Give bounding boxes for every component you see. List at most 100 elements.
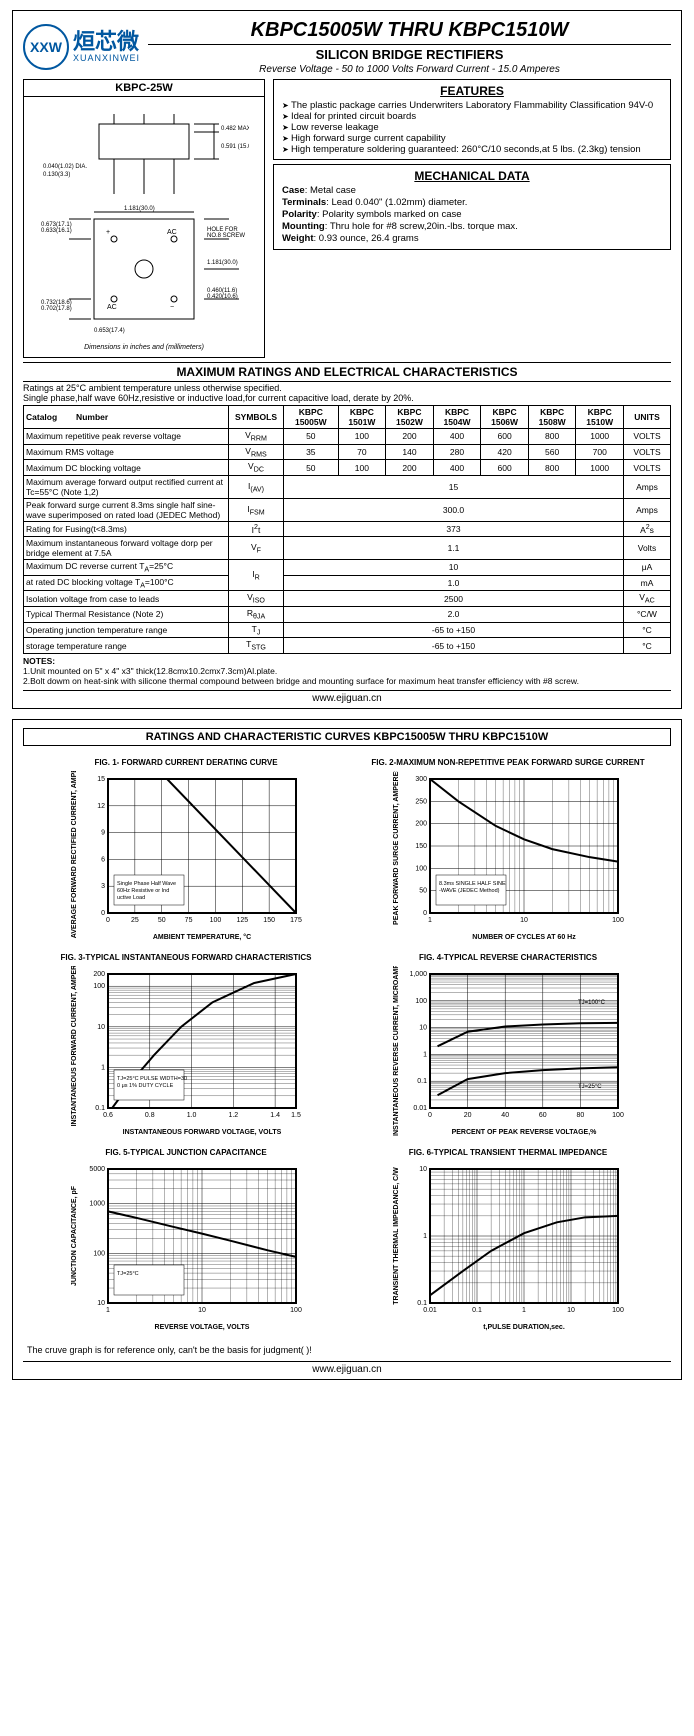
table-row: Maximum instantaneous forward voltage do… bbox=[24, 536, 671, 559]
dimension-note: Dimensions in inches and (millimeters) bbox=[84, 344, 204, 351]
svg-text:PERCENT OF PEAK REVERSE VOLTAG: PERCENT OF PEAK REVERSE VOLTAGE,% bbox=[452, 1129, 598, 1136]
svg-text:0.633(16.1): 0.633(16.1) bbox=[41, 228, 72, 234]
svg-text:0: 0 bbox=[423, 910, 427, 917]
table-header: KBPC1501W bbox=[338, 406, 386, 429]
svg-text:0: 0 bbox=[428, 1112, 432, 1119]
feature-item: Ideal for printed circuit boards bbox=[282, 111, 662, 122]
svg-text:0.01: 0.01 bbox=[413, 1105, 427, 1112]
svg-text:uctive Load: uctive Load bbox=[117, 895, 145, 901]
svg-text:0.702(17.8): 0.702(17.8) bbox=[41, 306, 72, 312]
feature-item: The plastic package carries Underwriters… bbox=[282, 100, 662, 111]
svg-text:TJ=25°C: TJ=25°C bbox=[578, 1084, 602, 1090]
svg-text:10: 10 bbox=[567, 1307, 575, 1314]
svg-text:150: 150 bbox=[263, 917, 275, 924]
subtitle: SILICON BRIDGE RECTIFIERS bbox=[148, 47, 671, 62]
notes: NOTES: 1.Unit mounted on 5" x 4" x3" thi… bbox=[23, 656, 671, 686]
svg-text:15: 15 bbox=[97, 776, 105, 783]
svg-text:TRANSIENT THERMAL IMPEDANCE, C: TRANSIENT THERMAL IMPEDANCE, C/W bbox=[393, 1167, 400, 1305]
curves-title: RATINGS AND CHARACTERISTIC CURVES KBPC15… bbox=[23, 728, 671, 746]
svg-text:25: 25 bbox=[131, 917, 139, 924]
svg-text:5000: 5000 bbox=[89, 1166, 105, 1173]
mech-line: Polarity: Polarity symbols marked on cas… bbox=[282, 209, 662, 220]
features-title: FEATURES bbox=[282, 84, 662, 98]
svg-text:200: 200 bbox=[415, 821, 427, 828]
note-item: 2.Bolt dowm on heat-sink with silicone t… bbox=[23, 676, 671, 686]
ratings-conditions: Ratings at 25°C ambient temperature unle… bbox=[23, 383, 671, 403]
svg-text:INSTANTANEOUS FORWARD VOLTAGE,: INSTANTANEOUS FORWARD VOLTAGE, VOLTS bbox=[123, 1129, 282, 1136]
svg-text:100: 100 bbox=[93, 983, 105, 990]
chart-6: FIG. 6-TYPICAL TRANSIENT THERMAL IMPEDAN… bbox=[357, 1148, 659, 1331]
svg-text:TJ=25°C: TJ=25°C bbox=[117, 1271, 139, 1277]
feature-item: Low reverse leakage bbox=[282, 122, 662, 133]
table-header: KBPC1506W bbox=[481, 406, 529, 429]
svg-text:10: 10 bbox=[419, 1025, 427, 1032]
table-row: storage temperature rangeTSTG-65 to +150… bbox=[24, 638, 671, 654]
svg-text:100: 100 bbox=[612, 1112, 624, 1119]
svg-text:10: 10 bbox=[419, 1166, 427, 1173]
svg-text:10: 10 bbox=[520, 917, 528, 924]
svg-text:TJ=100°C: TJ=100°C bbox=[578, 1000, 606, 1006]
svg-text:1: 1 bbox=[423, 1233, 427, 1240]
svg-text:100: 100 bbox=[415, 865, 427, 872]
disclaimer: The cruve graph is for reference only, c… bbox=[23, 1343, 671, 1357]
ratings-title: MAXIMUM RATINGS AND ELECTRICAL CHARACTER… bbox=[23, 362, 671, 382]
mech-line: Mounting: Thru hole for #8 screw,20in.-l… bbox=[282, 221, 662, 232]
svg-text:0.1: 0.1 bbox=[417, 1078, 427, 1085]
svg-text:0.420(10.6): 0.420(10.6) bbox=[207, 294, 238, 300]
chart-3: FIG. 3-TYPICAL INSTANTANEOUS FORWARD CHA… bbox=[35, 953, 337, 1136]
svg-text:AMBIENT TEMPERATURE, °C: AMBIENT TEMPERATURE, °C bbox=[153, 933, 251, 941]
chart-title: FIG. 4-TYPICAL REVERSE CHARACTERISTICS bbox=[357, 953, 659, 962]
tagline: Reverse Voltage - 50 to 1000 Volts Forwa… bbox=[148, 64, 671, 75]
svg-text:PEAK FORWARD SURGE CURRENT, AM: PEAK FORWARD SURGE CURRENT, AMPERES bbox=[393, 771, 400, 925]
svg-text:0.040(1.02) DIA.: 0.040(1.02) DIA. bbox=[43, 164, 87, 170]
chart-title: FIG. 1- FORWARD CURRENT DERATING CURVE bbox=[35, 758, 337, 767]
svg-text:20: 20 bbox=[464, 1112, 472, 1119]
mech-line: Terminals: Lead 0.040" (1.02mm) diameter… bbox=[282, 197, 662, 208]
chart-title: FIG. 5-TYPICAL JUNCTION CAPACITANCE bbox=[35, 1148, 337, 1157]
table-header: KBPC15005W bbox=[284, 406, 339, 429]
svg-text:100: 100 bbox=[612, 917, 624, 924]
package-label: KBPC-25W bbox=[24, 80, 264, 97]
svg-text:REVERSE VOLTAGE, VOLTS: REVERSE VOLTAGE, VOLTS bbox=[155, 1324, 250, 1331]
svg-text:6: 6 bbox=[101, 856, 105, 863]
svg-text:10: 10 bbox=[97, 1300, 105, 1307]
svg-text:150: 150 bbox=[415, 843, 427, 850]
ratings-table: Catalog NumberSYMBOLSKBPC15005WKBPC1501W… bbox=[23, 405, 671, 654]
mech-line: Case: Metal case bbox=[282, 185, 662, 196]
svg-text:NUMBER OF CYCLES AT 60 Hz: NUMBER OF CYCLES AT 60 Hz bbox=[472, 934, 576, 941]
svg-text:1,000: 1,000 bbox=[409, 971, 427, 978]
svg-text:12: 12 bbox=[97, 803, 105, 810]
svg-text:9: 9 bbox=[101, 830, 105, 837]
datasheet-page-2: RATINGS AND CHARACTERISTIC CURVES KBPC15… bbox=[12, 719, 682, 1380]
svg-text:INSTANTANEOUS REVERSE CURRENT,: INSTANTANEOUS REVERSE CURRENT, MICROAMPE… bbox=[393, 966, 400, 1136]
footer-url-2: www.ejiguan.cn bbox=[23, 1361, 671, 1375]
svg-text:1.4: 1.4 bbox=[270, 1112, 280, 1119]
chart-4: FIG. 4-TYPICAL REVERSE CHARACTERISTICS 0 2… bbox=[357, 953, 659, 1136]
company-pinyin: XUANXINWEI bbox=[73, 53, 140, 63]
mechanical-title: MECHANICAL DATA bbox=[282, 169, 662, 183]
svg-text:8.3ms SINGLE HALF SINE: 8.3ms SINGLE HALF SINE bbox=[439, 881, 506, 887]
table-header: Catalog Number bbox=[24, 406, 229, 429]
svg-text:1.2: 1.2 bbox=[228, 1112, 238, 1119]
svg-text:Single Phase Half Wave: Single Phase Half Wave bbox=[117, 881, 176, 887]
svg-text:1.5: 1.5 bbox=[291, 1112, 301, 1119]
svg-text:40: 40 bbox=[501, 1112, 509, 1119]
svg-text:100: 100 bbox=[612, 1307, 624, 1314]
chart-1: FIG. 1- FORWARD CURRENT DERATING CURVE02… bbox=[35, 758, 337, 941]
table-row: Isolation voltage from case to leadsVISO… bbox=[24, 591, 671, 607]
table-row: Peak forward surge current 8.3ms single … bbox=[24, 499, 671, 522]
svg-text:0.8: 0.8 bbox=[145, 1112, 155, 1119]
table-row: Maximum DC blocking voltageVDC5010020040… bbox=[24, 460, 671, 476]
chart-title: FIG. 3-TYPICAL INSTANTANEOUS FORWARD CHA… bbox=[35, 953, 337, 962]
svg-text:50: 50 bbox=[158, 917, 166, 924]
table-row: Maximum DC reverse current TA=25°CIR10μA bbox=[24, 559, 671, 575]
svg-text:0.01: 0.01 bbox=[423, 1307, 437, 1314]
svg-text:0 μs 1% DUTY CYCLE: 0 μs 1% DUTY CYCLE bbox=[117, 1083, 174, 1089]
svg-text:80: 80 bbox=[577, 1112, 585, 1119]
main-title: KBPC15005W THRU KBPC1510W bbox=[148, 19, 671, 45]
feature-item: High temperature soldering guaranteed: 2… bbox=[282, 144, 662, 155]
chart-title: FIG. 2-MAXIMUM NON-REPETITIVE PEAK FORWA… bbox=[357, 758, 659, 767]
note-item: 1.Unit mounted on 5" x 4" x3" thick(12.8… bbox=[23, 666, 671, 676]
svg-text:1: 1 bbox=[106, 1307, 110, 1314]
feature-item: High forward surge current capability bbox=[282, 133, 662, 144]
